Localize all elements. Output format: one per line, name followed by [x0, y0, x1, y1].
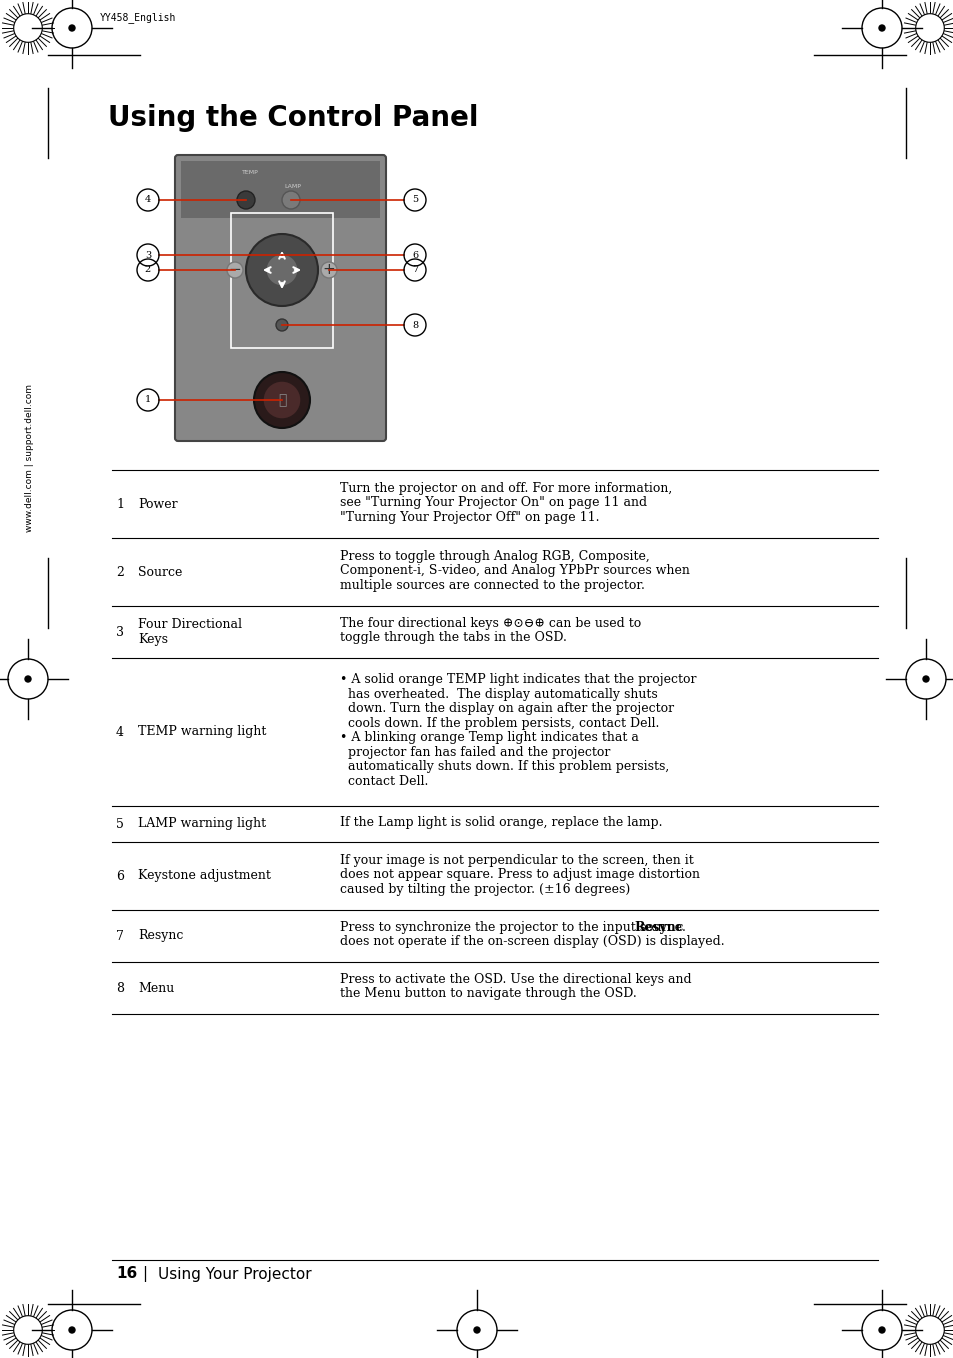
Text: 16: 16 — [116, 1267, 137, 1282]
Text: 4: 4 — [145, 196, 151, 205]
Circle shape — [253, 372, 310, 428]
Text: does not operate if the on-screen display (OSD) is displayed.: does not operate if the on-screen displa… — [339, 936, 724, 948]
Text: 5: 5 — [116, 818, 124, 831]
Circle shape — [878, 24, 884, 31]
Circle shape — [13, 1316, 42, 1344]
Text: LAMP warning light: LAMP warning light — [138, 818, 266, 831]
Text: 3: 3 — [145, 250, 151, 259]
Text: −: − — [229, 262, 241, 277]
Text: Menu: Menu — [138, 982, 174, 994]
Text: has overheated.  The display automatically shuts: has overheated. The display automaticall… — [339, 687, 657, 701]
Text: • A blinking orange Temp light indicates that a: • A blinking orange Temp light indicates… — [339, 732, 639, 744]
Text: Keys: Keys — [138, 633, 168, 646]
Circle shape — [246, 234, 317, 306]
Text: caused by tilting the projector. (±16 degrees): caused by tilting the projector. (±16 de… — [339, 883, 630, 895]
Text: toggle through the tabs in the OSD.: toggle through the tabs in the OSD. — [339, 631, 566, 644]
Text: 2: 2 — [116, 565, 124, 579]
Text: see "Turning Your Projector On" on page 11 and: see "Turning Your Projector On" on page … — [339, 496, 646, 509]
Text: 8: 8 — [116, 982, 124, 994]
Circle shape — [915, 1316, 943, 1344]
Circle shape — [923, 676, 928, 682]
Text: the Menu button to navigate through the OSD.: the Menu button to navigate through the … — [339, 987, 636, 1001]
Circle shape — [275, 319, 288, 331]
Text: Four Directional: Four Directional — [138, 618, 242, 631]
Text: 1: 1 — [116, 497, 124, 511]
Circle shape — [282, 191, 299, 209]
Text: Keystone adjustment: Keystone adjustment — [138, 869, 271, 883]
Text: Component-i, S-video, and Analog YPbPr sources when: Component-i, S-video, and Analog YPbPr s… — [339, 564, 689, 577]
Circle shape — [25, 676, 30, 682]
Circle shape — [915, 14, 943, 42]
Text: projector fan has failed and the projector: projector fan has failed and the project… — [339, 746, 610, 759]
Text: multiple sources are connected to the projector.: multiple sources are connected to the pr… — [339, 579, 644, 592]
Text: Press to toggle through Analog RGB, Composite,: Press to toggle through Analog RGB, Comp… — [339, 550, 649, 562]
Text: contact Dell.: contact Dell. — [339, 775, 428, 788]
Text: "Turning Your Projector Off" on page 11.: "Turning Your Projector Off" on page 11. — [339, 511, 598, 524]
Text: 6: 6 — [116, 869, 124, 883]
Text: TEMP warning light: TEMP warning light — [138, 725, 266, 739]
Circle shape — [878, 1327, 884, 1334]
Text: 5: 5 — [412, 196, 417, 205]
Circle shape — [263, 382, 301, 420]
Text: automatically shuts down. If this problem persists,: automatically shuts down. If this proble… — [339, 760, 669, 773]
Text: 7: 7 — [412, 266, 417, 274]
Text: If the Lamp light is solid orange, replace the lamp.: If the Lamp light is solid orange, repla… — [339, 816, 661, 828]
Text: The four directional keys ⊕⊙⊖⊕ can be used to: The four directional keys ⊕⊙⊖⊕ can be us… — [339, 617, 640, 630]
Text: 3: 3 — [116, 626, 124, 638]
Circle shape — [266, 254, 297, 287]
Text: www.dell.com | support.dell.com: www.dell.com | support.dell.com — [26, 384, 34, 532]
Circle shape — [13, 14, 42, 42]
Text: down. Turn the display on again after the projector: down. Turn the display on again after th… — [339, 702, 674, 716]
Text: cools down. If the problem persists, contact Dell.: cools down. If the problem persists, con… — [339, 717, 659, 729]
Text: 2: 2 — [145, 266, 151, 274]
Text: TEMP: TEMP — [241, 171, 258, 175]
Text: Resync: Resync — [138, 929, 183, 942]
Text: LAMP: LAMP — [284, 183, 301, 189]
Circle shape — [69, 1327, 75, 1334]
Text: 1: 1 — [145, 395, 151, 405]
Text: Using Your Projector: Using Your Projector — [158, 1267, 312, 1282]
Text: Turn the projector on and off. For more information,: Turn the projector on and off. For more … — [339, 482, 672, 494]
Bar — [181, 162, 379, 219]
Text: If your image is not perpendicular to the screen, then it: If your image is not perpendicular to th… — [339, 854, 693, 866]
Text: ⏻: ⏻ — [277, 392, 286, 407]
Bar — [231, 213, 333, 348]
Text: • A solid orange TEMP light indicates that the projector: • A solid orange TEMP light indicates th… — [339, 674, 696, 686]
Circle shape — [227, 262, 243, 278]
Text: Press to synchronize the projector to the input source.: Press to synchronize the projector to th… — [339, 921, 689, 934]
Circle shape — [320, 262, 336, 278]
Circle shape — [474, 1327, 479, 1334]
Text: YY458_English: YY458_English — [100, 12, 176, 23]
Text: Press to activate the OSD. Use the directional keys and: Press to activate the OSD. Use the direc… — [339, 972, 691, 986]
Text: |: | — [142, 1266, 147, 1282]
Text: 6: 6 — [412, 250, 417, 259]
Text: 7: 7 — [116, 929, 124, 942]
Text: does not appear square. Press to adjust image distortion: does not appear square. Press to adjust … — [339, 868, 700, 881]
Text: Using the Control Panel: Using the Control Panel — [108, 105, 478, 132]
Text: Source: Source — [138, 565, 182, 579]
Circle shape — [69, 24, 75, 31]
Circle shape — [236, 191, 254, 209]
Text: 8: 8 — [412, 320, 417, 330]
FancyBboxPatch shape — [174, 155, 386, 441]
Text: Resync: Resync — [634, 921, 682, 934]
Text: 4: 4 — [116, 725, 124, 739]
Text: +: + — [322, 262, 335, 277]
Text: Power: Power — [138, 497, 177, 511]
